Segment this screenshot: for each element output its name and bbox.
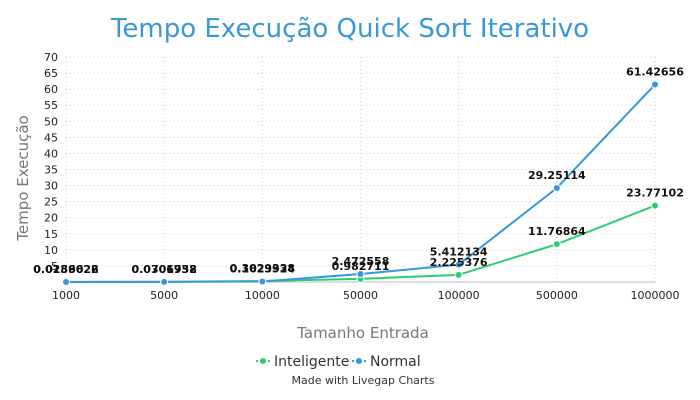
x-tick-label: 10000	[245, 289, 280, 302]
data-point[interactable]	[454, 270, 463, 279]
data-label: 29.25114	[528, 169, 586, 182]
data-point[interactable]	[552, 183, 561, 192]
data-point[interactable]	[258, 277, 267, 286]
legend-swatch-dot	[260, 358, 266, 364]
data-point[interactable]	[160, 277, 169, 286]
data-point[interactable]	[651, 201, 659, 210]
y-axis-title: Tempo Execução	[14, 115, 32, 241]
y-tick-label: 55	[44, 99, 58, 112]
data-label: 0.0289022	[33, 263, 98, 276]
y-tick-label: 30	[44, 180, 58, 193]
data-label: 2.225376	[430, 256, 488, 269]
data-label: 11.76864	[528, 225, 586, 238]
series-normal	[62, 80, 659, 286]
legend[interactable]: Inteligente Normal	[256, 354, 421, 370]
data-point[interactable]	[62, 277, 70, 286]
x-tick-label: 1000	[52, 289, 80, 302]
data-labels: 0.0289022 0.0706758 0.3029338 0.982711 2.225…	[33, 66, 684, 276]
data-label: 0.1623924	[230, 262, 296, 275]
x-tick-label: 100000	[438, 289, 480, 302]
data-point[interactable]	[356, 270, 365, 279]
legend-label: Inteligente	[274, 354, 349, 370]
legend-item-inteligente[interactable]: Inteligente	[256, 354, 349, 370]
data-label: 61.42656	[626, 66, 684, 79]
y-tick-label: 60	[44, 83, 58, 96]
legend-item-normal[interactable]: Normal	[352, 354, 421, 370]
y-tick-label: 45	[44, 131, 58, 144]
y-tick-label: 70	[44, 51, 58, 64]
series-line	[65, 83, 656, 283]
x-tick-label: 50000	[343, 289, 378, 302]
y-tick-label: 5	[51, 260, 58, 273]
data-label: 0.3029338	[230, 262, 295, 275]
data-label: 23.77102	[626, 187, 684, 200]
y-tick-label: 10	[44, 244, 58, 257]
data-label: 0.982711	[332, 260, 390, 273]
series-layer	[62, 80, 659, 286]
data-point[interactable]	[552, 240, 561, 249]
data-label: 2.472558	[332, 255, 390, 268]
x-axis-ticks: 1000 5000 10000 50000 100000 500000 1000000	[52, 289, 680, 302]
data-point[interactable]	[651, 80, 659, 89]
y-tick-label: 25	[44, 196, 58, 209]
y-tick-label: 40	[44, 147, 58, 160]
data-point[interactable]	[454, 260, 463, 269]
chart-title: Tempo Execução Quick Sort Iterativo	[110, 14, 589, 44]
y-tick-label: 50	[44, 115, 58, 128]
x-tick-label: 500000	[536, 289, 578, 302]
x-axis-title: Tamanho Entrada	[296, 324, 429, 342]
y-tick-label: 20	[44, 212, 58, 225]
legend-label: Normal	[370, 354, 421, 370]
y-tick-label: 15	[44, 228, 58, 241]
x-tick-label: 5000	[150, 289, 178, 302]
data-label: 0.0706758	[131, 263, 196, 276]
legend-swatch-dot	[356, 358, 362, 364]
data-label: 0.0301932	[131, 263, 196, 276]
x-tick-label: 1000000	[631, 289, 680, 302]
y-tick-label: 65	[44, 67, 58, 80]
y-axis-ticks: 5 10 15 20 25 30 35 40 45 50 55 60 65 70	[44, 51, 58, 273]
credit-text: Made with Livegap Charts	[292, 374, 435, 387]
data-label: 0.0156626	[33, 263, 99, 276]
data-label: 5.412134	[430, 246, 488, 259]
y-tick-label: 35	[44, 164, 58, 177]
